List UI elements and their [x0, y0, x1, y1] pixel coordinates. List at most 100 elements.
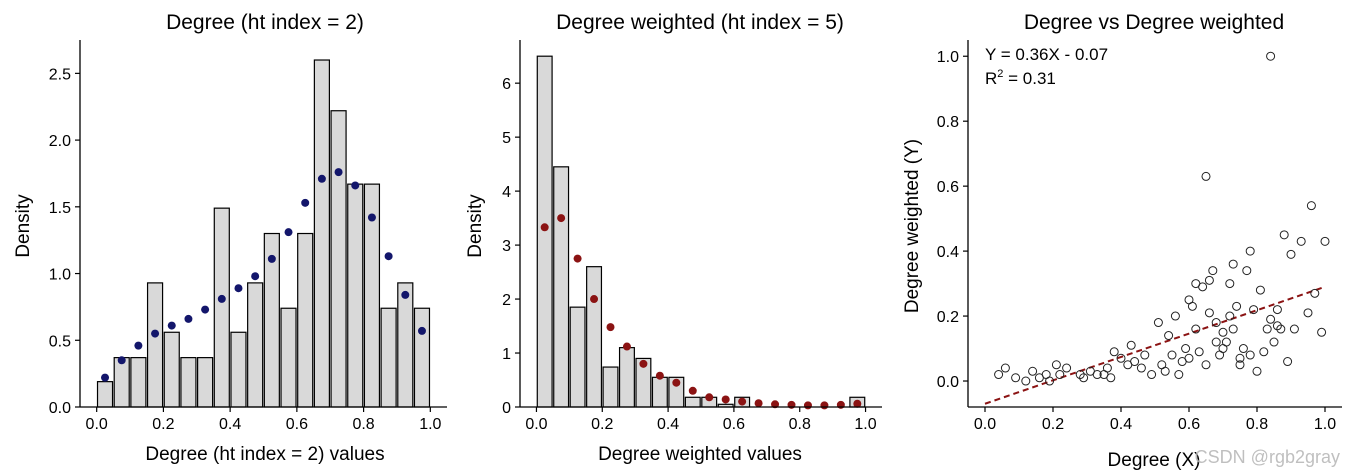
- panel1-bars: [96, 59, 431, 408]
- density-point: [284, 228, 293, 237]
- panel3-xlabel: Degree (X): [1108, 450, 1201, 471]
- x-tick-label: 0.4: [1110, 416, 1132, 433]
- scatter-point: [1235, 360, 1245, 370]
- panel1-axes: 0.0 0.2 0.4 0.6 0.8 1.0 0.0 0.5 1.0 1.5 2.0 2.5: [49, 40, 447, 433]
- scatter-point: [1011, 373, 1021, 383]
- histogram-bar: [553, 166, 570, 408]
- regression-equation: Y = 0.36X - 0.07: [985, 45, 1108, 64]
- x-tick-label: 0.8: [352, 416, 374, 433]
- scatter-point: [1153, 318, 1163, 328]
- density-point: [705, 393, 714, 402]
- density-point: [367, 213, 376, 222]
- histogram-bar: [397, 282, 414, 408]
- density-point: [820, 401, 829, 410]
- y-tick-label: 1.5: [49, 200, 71, 217]
- histogram-bar: [569, 306, 586, 408]
- density-point: [317, 174, 326, 183]
- histogram-bar: [602, 366, 619, 408]
- scatter-point: [1028, 366, 1038, 376]
- scatter-point: [1208, 266, 1218, 276]
- panel1-ylabel: Density: [13, 194, 34, 258]
- y-tick-label: 2.0: [49, 133, 71, 150]
- r-squared-r: R: [985, 69, 997, 88]
- scatter-point: [1181, 344, 1191, 354]
- y-tick-label: 0.0: [49, 400, 71, 417]
- scatter-point: [1062, 363, 1072, 373]
- scatter-point: [1211, 337, 1221, 347]
- density-point: [167, 321, 176, 330]
- y-tick-label: 3: [502, 238, 511, 255]
- density-point: [234, 284, 243, 293]
- scatter-point: [1238, 344, 1248, 354]
- scatter-point: [1249, 305, 1259, 315]
- y-tick-label: 1.0: [937, 49, 959, 66]
- scatter-point: [1051, 360, 1061, 370]
- scatter-point: [1055, 370, 1065, 380]
- x-tick-label: 0.6: [286, 416, 308, 433]
- histogram-bar: [130, 357, 147, 408]
- scatter-point: [994, 370, 1004, 380]
- panel2-density-points: [540, 214, 862, 410]
- scatter-point: [1126, 340, 1136, 350]
- y-tick-label: 0.5: [49, 333, 71, 350]
- histogram-bar: [618, 347, 635, 408]
- density-point: [401, 290, 410, 299]
- density-point: [622, 342, 631, 351]
- scatter-point: [1225, 311, 1235, 321]
- scatter-point: [1235, 353, 1245, 363]
- histogram-bar: [146, 282, 164, 408]
- density-point: [655, 371, 664, 380]
- r-squared-value: = 0.31: [1003, 69, 1055, 88]
- scatter-point: [1225, 279, 1235, 289]
- histogram-bar: [197, 357, 214, 408]
- panel3-fit-line: [984, 285, 1326, 405]
- scatter-point: [1136, 363, 1146, 373]
- scatter-point: [1306, 201, 1316, 211]
- scatter-point: [1320, 236, 1330, 246]
- scatter-point: [1310, 288, 1320, 298]
- scatter-point: [1147, 370, 1157, 380]
- panel2-axes: 0.0 0.2 0.4 0.6 0.8 1.0 0 1 2 3 4 5 6: [502, 40, 882, 433]
- scatter-point: [1075, 370, 1085, 380]
- density-point: [590, 295, 599, 304]
- scatter-point: [1092, 370, 1102, 380]
- scatter-point: [1170, 311, 1180, 321]
- scatter-point: [1286, 249, 1296, 259]
- scatter-point: [1276, 324, 1286, 334]
- panel2-title: Degree weighted (ht index = 5): [556, 11, 844, 34]
- x-tick-label: 0.6: [1178, 416, 1200, 433]
- scatter-point: [1266, 314, 1276, 324]
- density-point: [201, 305, 210, 314]
- scatter-point: [1296, 236, 1306, 246]
- histogram-bar: [330, 110, 347, 408]
- y-tick-label: 0.2: [937, 309, 959, 326]
- density-point: [540, 223, 549, 232]
- histogram-bar: [413, 307, 431, 408]
- r-squared-exponent: 2: [997, 68, 1003, 80]
- density-point: [267, 254, 276, 263]
- histogram-bar: [380, 307, 397, 408]
- scatter-point: [1283, 357, 1293, 367]
- x-tick-label: 0.4: [219, 416, 241, 433]
- density-point: [606, 323, 615, 332]
- panel3-title: Degree vs Degree weighted: [1024, 11, 1284, 34]
- y-tick-label: 1.0: [49, 267, 71, 284]
- y-tick-label: 0.0: [937, 374, 959, 391]
- scatter-point: [1174, 370, 1184, 380]
- density-point: [251, 272, 260, 281]
- histogram-bar: [536, 55, 553, 408]
- density-point: [557, 214, 566, 223]
- scatter-point: [1164, 331, 1174, 341]
- panel-degree-weighted-histogram: Degree weighted (ht index = 5) 0.0 0.2 0.4…: [465, 11, 882, 465]
- scatter-point: [1266, 51, 1276, 61]
- x-tick-label: 0.4: [657, 416, 679, 433]
- density-point: [853, 399, 862, 408]
- density-point: [351, 181, 360, 190]
- scatter-point: [1245, 350, 1255, 360]
- x-tick-label: 1.0: [854, 416, 876, 433]
- scatter-point: [1184, 353, 1194, 363]
- panel2-xlabel: Degree weighted values: [598, 444, 802, 465]
- scatter-point: [1242, 266, 1252, 276]
- histogram-bar: [297, 232, 314, 408]
